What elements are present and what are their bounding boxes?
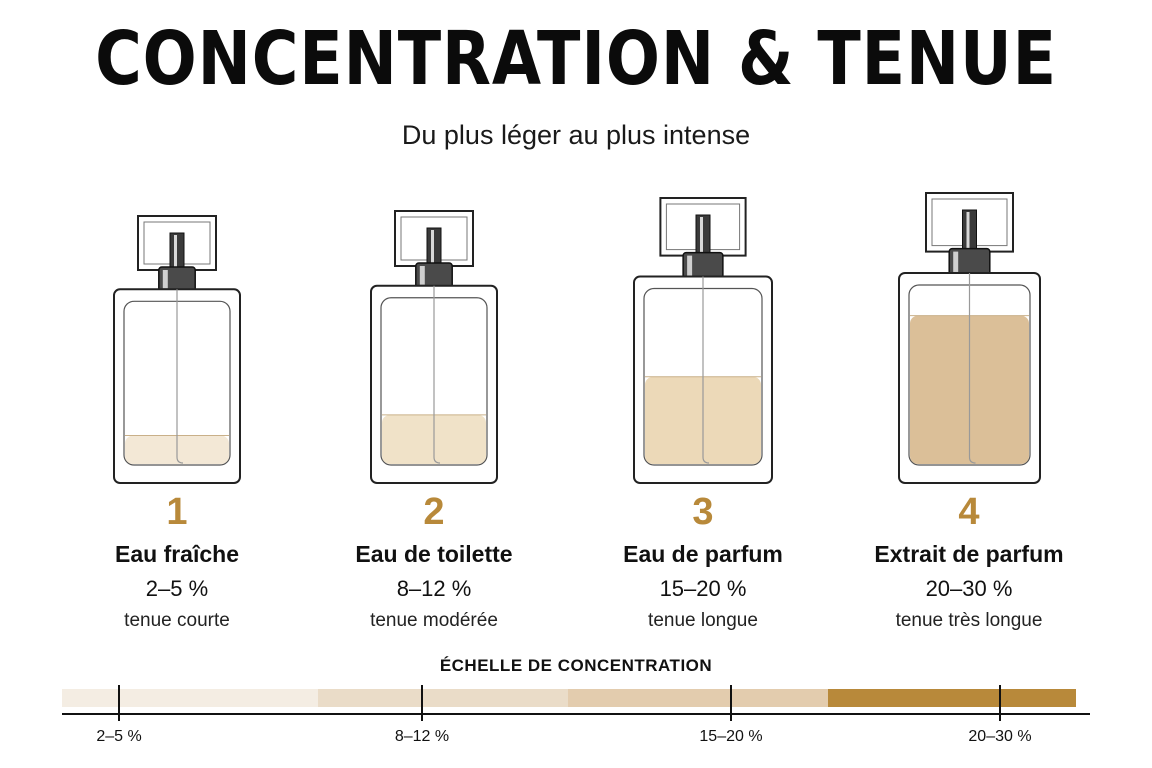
concentration-value: 15–20 %	[659, 576, 747, 601]
dip-tube	[176, 289, 184, 464]
scale-tick	[118, 685, 120, 721]
perfume-bottle-icon	[897, 192, 1041, 484]
product-name: Eau de toilette	[355, 541, 513, 567]
scale-tick	[421, 685, 423, 721]
scale-segment-2	[318, 689, 568, 707]
scale-tick	[999, 685, 1001, 721]
atomizer-highlight	[966, 212, 969, 249]
product-name: Eau de parfum	[623, 541, 783, 567]
bottle-card-1: 1 Eau fraîche 2–5 % tenue courte	[77, 215, 277, 632]
product-name: Extrait de parfum	[874, 541, 1064, 567]
wear-duration: tenue courte	[124, 610, 230, 631]
perfume-bottle-icon	[370, 210, 498, 484]
wear-duration: tenue longue	[648, 610, 758, 631]
perfume-bottle-icon	[113, 215, 241, 484]
scale-tick-label: 2–5 %	[96, 728, 142, 745]
atomizer-highlight	[700, 217, 703, 253]
dip-tube	[433, 285, 441, 464]
dip-tube	[702, 276, 710, 464]
step-number: 4	[958, 491, 980, 533]
scale-segment-3	[568, 689, 828, 707]
scale-tick-label: 20–30 %	[968, 728, 1032, 745]
bottle-card-3: 3 Eau de parfum 15–20 % tenue longue	[603, 197, 803, 632]
collar-highlight	[952, 251, 958, 272]
step-number: 3	[692, 491, 714, 533]
atomizer-highlight	[431, 230, 434, 263]
page-title: CONCENTRATION & TENUE	[95, 16, 1057, 102]
scale-tick	[730, 685, 732, 721]
step-number: 1	[166, 491, 188, 533]
wear-duration: tenue très longue	[895, 610, 1043, 631]
scale-axis-line	[62, 713, 1090, 715]
product-name: Eau fraîche	[115, 541, 239, 567]
perfume-bottle-icon	[633, 197, 773, 484]
scale-title: ÉCHELLE DE CONCENTRATION	[439, 656, 713, 675]
collar-highlight	[687, 255, 693, 276]
bottle-card-4: 4 Extrait de parfum 20–30 % tenue très l…	[869, 192, 1069, 632]
concentration-value: 20–30 %	[925, 576, 1013, 601]
concentration-value: 2–5 %	[145, 576, 209, 601]
collar-highlight	[419, 266, 425, 285]
scale-tick-label: 15–20 %	[699, 728, 763, 745]
wear-duration: tenue modérée	[370, 610, 498, 631]
scale-tick-label: 8–12 %	[394, 728, 450, 745]
dip-tube	[968, 272, 976, 464]
concentration-scale-bar	[62, 689, 1076, 707]
atomizer-highlight	[174, 235, 177, 267]
scale-segment-1	[62, 689, 318, 707]
scale-segment-4	[828, 689, 1076, 707]
concentration-value: 8–12 %	[396, 576, 472, 601]
collar-highlight	[162, 270, 168, 289]
step-number: 2	[423, 491, 445, 533]
page-subtitle: Du plus léger au plus intense	[401, 120, 751, 150]
bottle-card-2: 2 Eau de toilette 8–12 % tenue modérée	[334, 210, 534, 632]
